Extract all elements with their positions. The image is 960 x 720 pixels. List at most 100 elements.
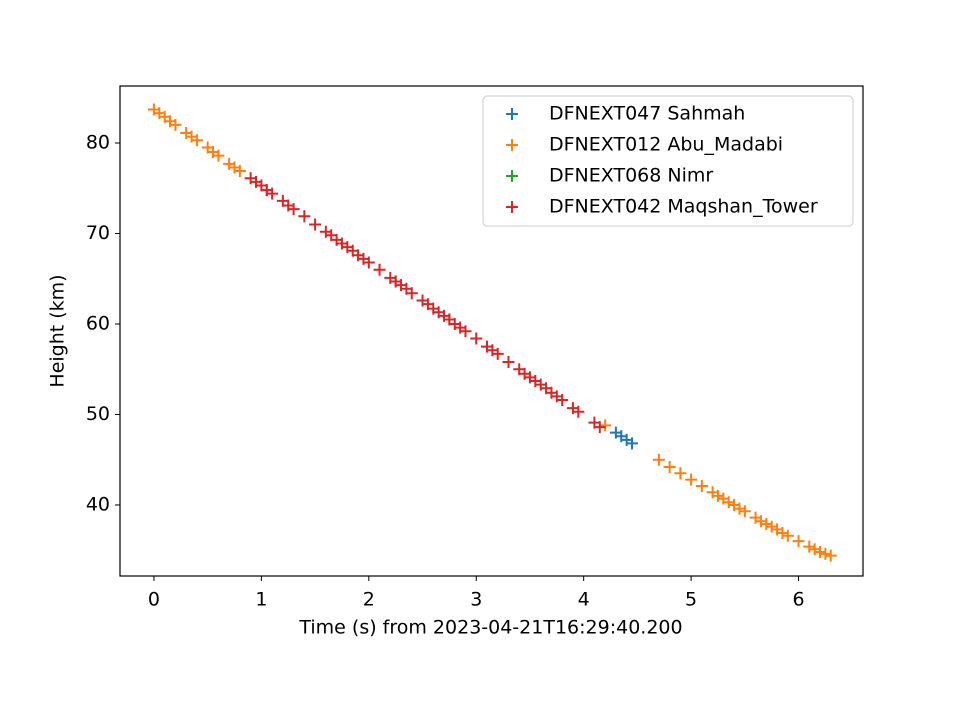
legend-marker-stroke: [506, 170, 518, 182]
data-point: [776, 527, 789, 540]
data-point-stroke: [781, 529, 794, 542]
data-point: [572, 405, 585, 418]
data-point: [593, 421, 606, 434]
data-point-stroke: [373, 263, 386, 276]
data-point: [212, 149, 225, 162]
data-point-stroke: [502, 355, 515, 368]
data-point-stroke: [760, 517, 773, 530]
data-point-stroke: [287, 203, 300, 216]
data-point: [733, 502, 746, 515]
data-point-stroke: [362, 256, 375, 269]
data-point: [803, 540, 816, 553]
data-point: [459, 325, 472, 338]
data-point-stroke: [491, 347, 504, 360]
data-point-stroke: [765, 520, 778, 533]
x-tick-label: 4: [578, 589, 590, 611]
data-point-stroke: [298, 210, 311, 223]
data-point: [792, 535, 805, 548]
data-point-stroke: [685, 473, 698, 486]
data-point-stroke: [599, 419, 612, 432]
data-point: [824, 549, 837, 562]
legend-label: DFNEXT042 Maqshan_Tower: [549, 196, 818, 218]
data-point-stroke: [459, 325, 472, 338]
data-point: [362, 256, 375, 269]
legend-marker-stroke: [506, 201, 518, 213]
data-point-stroke: [626, 437, 639, 450]
data-point-stroke: [212, 149, 225, 162]
data-point-stroke: [593, 421, 606, 434]
data-point: [808, 543, 821, 556]
data-point-stroke: [470, 332, 483, 345]
data-point: [470, 332, 483, 345]
data-point: [169, 118, 182, 131]
y-tick-label: 70: [86, 222, 110, 244]
x-tick-label: 0: [148, 589, 160, 611]
data-point: [233, 165, 246, 178]
data-point: [556, 393, 569, 406]
legend-label: DFNEXT047 Sahmah: [549, 103, 745, 125]
data-point-stroke: [663, 460, 676, 473]
data-point: [738, 505, 751, 518]
data-point: [711, 489, 724, 502]
data-point: [760, 517, 773, 530]
legend-marker: [506, 139, 518, 151]
data-point: [599, 419, 612, 432]
data-point-stroke: [803, 540, 816, 553]
legend-marker: [506, 201, 518, 213]
data-point-stroke: [674, 467, 687, 480]
data-point-stroke: [754, 515, 767, 528]
x-tick-label: 1: [255, 589, 267, 611]
data-point: [695, 479, 708, 492]
legend-label: DFNEXT068 Nimr: [549, 165, 713, 187]
y-axis-label: Height (km): [47, 274, 69, 387]
data-point-stroke: [814, 546, 827, 559]
data-point: [674, 467, 687, 480]
data-point: [309, 218, 322, 231]
x-tick-label: 2: [363, 589, 375, 611]
y-tick-label: 80: [86, 132, 110, 154]
plot-frame: [119, 85, 864, 577]
data-point: [685, 473, 698, 486]
data-point-stroke: [776, 527, 789, 540]
data-point: [373, 263, 386, 276]
data-point: [287, 203, 300, 216]
data-point-stroke: [309, 218, 322, 231]
x-tick-label: 6: [792, 589, 804, 611]
data-point-stroke: [190, 134, 203, 147]
data-point: [502, 355, 515, 368]
data-point-stroke: [792, 535, 805, 548]
data-point: [626, 437, 639, 450]
y-tick-label: 40: [86, 493, 110, 515]
data-point-stroke: [722, 496, 735, 509]
legend-box: [482, 95, 854, 227]
data-point: [754, 515, 767, 528]
y-tick-label: 50: [86, 403, 110, 425]
data-point-stroke: [405, 287, 418, 300]
data-point-stroke: [233, 165, 246, 178]
data-point-stroke: [695, 479, 708, 492]
data-point-stroke: [733, 502, 746, 515]
data-point: [819, 547, 832, 560]
data-point: [722, 496, 735, 509]
data-point: [765, 520, 778, 533]
data-point: [266, 187, 279, 200]
data-point-stroke: [711, 489, 724, 502]
data-point: [298, 210, 311, 223]
data-point-stroke: [738, 505, 751, 518]
data-point-stroke: [824, 549, 837, 562]
data-point-stroke: [572, 405, 585, 418]
x-tick-label: 5: [685, 589, 697, 611]
data-point: [663, 460, 676, 473]
x-axis-label: Time (s) from 2023-04-21T16:29:40.200: [298, 617, 682, 639]
legend-label: DFNEXT012 Abu_Madabi: [549, 134, 783, 156]
data-point: [781, 529, 794, 542]
data-point-stroke: [266, 187, 279, 200]
legend-marker-stroke: [506, 108, 518, 120]
y-tick-label: 60: [86, 312, 110, 334]
data-point-stroke: [556, 393, 569, 406]
data-point-stroke: [808, 543, 821, 556]
data-point: [814, 546, 827, 559]
data-point: [405, 287, 418, 300]
legend-marker-stroke: [506, 139, 518, 151]
